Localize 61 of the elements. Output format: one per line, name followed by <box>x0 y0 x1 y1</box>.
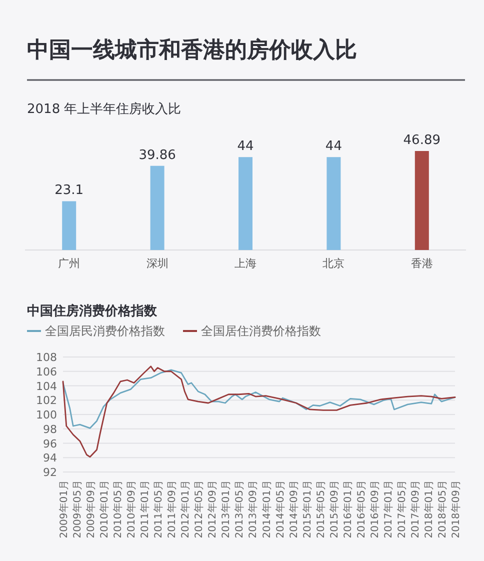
y-tick-label: 104 <box>36 380 57 393</box>
x-tick-label: 广州 <box>58 257 80 270</box>
x-tick-label: 2018年05月 <box>436 480 448 538</box>
x-tick-label: 2015年01月 <box>301 480 314 538</box>
x-tick-label: 2014年09月 <box>288 480 300 538</box>
bar <box>414 151 429 250</box>
x-tick-label: 2009年01月 <box>58 480 70 538</box>
data-label: 44 <box>237 139 254 154</box>
x-tick-label: 2016年09月 <box>368 480 381 538</box>
y-tick-label: 98 <box>43 422 57 436</box>
legend-label: 全国居住消费价格指数 <box>201 324 321 338</box>
data-label: 39.86 <box>138 148 176 163</box>
y-tick-label: 100 <box>36 408 57 422</box>
bar <box>150 166 164 250</box>
y-tick-label: 106 <box>36 365 57 378</box>
bar <box>326 157 341 250</box>
x-tick-label: 2016年01月 <box>342 480 354 538</box>
bar <box>238 157 252 250</box>
x-tick-label: 2013年01月 <box>220 480 232 538</box>
y-tick-label: 102 <box>36 394 57 408</box>
x-tick-label: 2014年01月 <box>260 480 273 538</box>
y-tick-label: 94 <box>43 452 57 465</box>
x-tick-label: 2012年05月 <box>193 480 206 538</box>
data-label: 44 <box>325 139 342 154</box>
y-tick-label: 92 <box>43 466 57 479</box>
x-tick-label: 2012年01月 <box>180 480 192 538</box>
x-tick-label: 2018年01月 <box>422 480 435 538</box>
x-tick-label: 2009年09月 <box>85 480 98 538</box>
x-tick-label: 深圳 <box>146 257 168 270</box>
x-tick-label: 2009年05月 <box>72 480 84 538</box>
line-series <box>62 369 456 429</box>
x-tick-label: 2011年09月 <box>166 480 178 538</box>
x-tick-label: 2011年01月 <box>139 480 152 538</box>
x-tick-label: 2013年05月 <box>234 480 246 538</box>
x-tick-label: 2014年05月 <box>274 480 286 538</box>
x-tick-label: 2017年01月 <box>382 480 394 538</box>
chart-subtitle: 2018 年上半年住房收入比 <box>27 101 182 117</box>
data-label: 23.1 <box>54 183 84 198</box>
x-tick-label: 2011年05月 <box>152 480 165 538</box>
y-tick-label: 96 <box>43 437 57 450</box>
line-series <box>62 366 456 458</box>
x-tick-label: 2015年05月 <box>314 480 327 538</box>
x-tick-label: 2017年05月 <box>396 480 408 538</box>
data-label: 46.89 <box>403 133 441 148</box>
x-tick-label: 2010年01月 <box>98 480 111 538</box>
x-tick-label: 2012年09月 <box>206 480 219 538</box>
x-tick-label: 2013年09月 <box>247 480 260 538</box>
y-tick-label: 108 <box>36 351 57 364</box>
x-tick-label: 香港 <box>410 257 433 270</box>
legend-label: 全国居民消费价格指数 <box>45 324 165 338</box>
bar <box>62 201 76 250</box>
x-tick-label: 2010年09月 <box>126 480 138 538</box>
x-tick-label: 2017年09月 <box>409 480 422 538</box>
x-tick-label: 2015年09月 <box>328 480 340 538</box>
x-tick-label: 上海 <box>234 257 256 270</box>
x-tick-label: 2016年05月 <box>355 480 368 538</box>
chart-title: 中国一线城市和香港的房价收入比 <box>27 37 357 63</box>
x-tick-label: 2010年05月 <box>112 480 124 538</box>
x-tick-label: 北京 <box>322 257 345 270</box>
chart-title: 中国住房消费价格指数 <box>27 303 158 319</box>
x-tick-label: 2018年09月 <box>450 480 462 538</box>
